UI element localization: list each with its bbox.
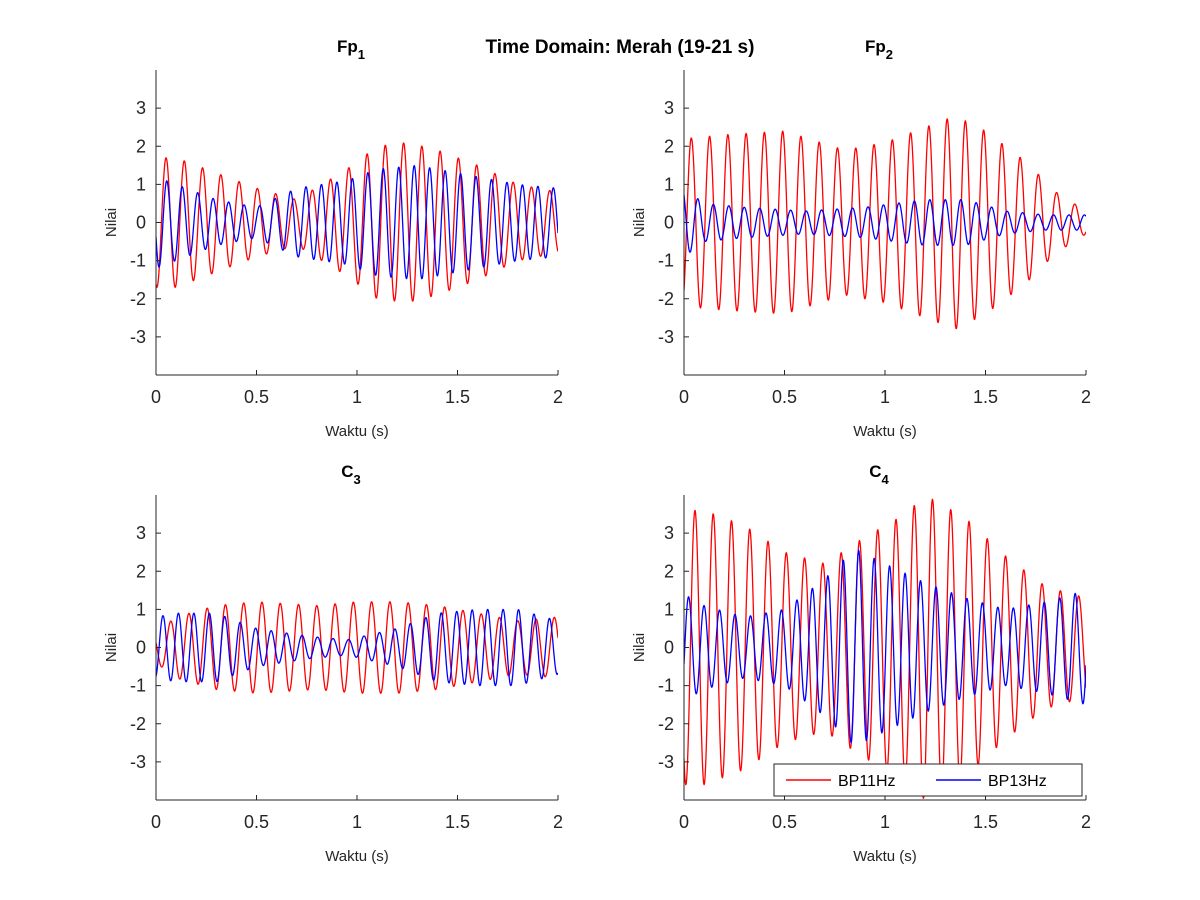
x-axis-label: Waktu (s) bbox=[325, 423, 389, 440]
x-tick-label: 2 bbox=[1081, 387, 1091, 407]
y-tick-label: -2 bbox=[658, 289, 674, 309]
x-tick-label: 1.5 bbox=[973, 812, 998, 832]
subplot-title: Fp2 bbox=[865, 37, 893, 62]
series-group bbox=[156, 601, 558, 694]
series-line-bp11hz bbox=[684, 498, 1086, 799]
y-tick-label: -2 bbox=[130, 289, 146, 309]
series-line-bp11hz bbox=[156, 142, 558, 302]
subplot-title: C4 bbox=[869, 462, 889, 487]
x-tick-label: 1 bbox=[880, 387, 890, 407]
y-tick-label: 1 bbox=[136, 174, 146, 194]
y-tick-label: 2 bbox=[136, 136, 146, 156]
y-axis-label: Nilai bbox=[631, 208, 648, 237]
x-tick-label: 0 bbox=[679, 812, 689, 832]
y-tick-label: 3 bbox=[664, 523, 674, 543]
x-tick-label: 1.5 bbox=[445, 812, 470, 832]
y-tick-label: -1 bbox=[658, 251, 674, 271]
y-tick-label: -3 bbox=[130, 327, 146, 347]
y-tick-label: -1 bbox=[658, 676, 674, 696]
x-tick-label: 0 bbox=[151, 812, 161, 832]
x-tick-label: 2 bbox=[553, 812, 563, 832]
legend-label-bp11hz: BP11Hz bbox=[838, 773, 896, 790]
y-tick-label: 1 bbox=[664, 174, 674, 194]
y-tick-label: 3 bbox=[664, 98, 674, 118]
y-tick-label: 0 bbox=[136, 213, 146, 233]
y-axis-label: Nilai bbox=[103, 633, 120, 662]
x-tick-label: 0.5 bbox=[244, 387, 269, 407]
x-tick-label: 1 bbox=[880, 812, 890, 832]
y-tick-label: 3 bbox=[136, 523, 146, 543]
y-axis-label: Nilai bbox=[103, 208, 120, 237]
series-line-bp13hz bbox=[156, 164, 558, 280]
x-tick-label: 1 bbox=[352, 812, 362, 832]
x-tick-label: 2 bbox=[553, 387, 563, 407]
y-tick-label: 0 bbox=[664, 213, 674, 233]
series-line-bp11hz bbox=[156, 601, 558, 694]
subplot-3: 0 0.5 1 1.5 2 -3 -2 -1 0 1 2 3 Waktu (s) Nilai C3 bbox=[103, 462, 563, 865]
y-tick-label: 2 bbox=[136, 561, 146, 581]
x-tick-label: 0 bbox=[151, 387, 161, 407]
y-tick-label: 0 bbox=[136, 638, 146, 658]
series-group bbox=[684, 498, 1086, 799]
y-tick-label: -1 bbox=[130, 251, 146, 271]
subplot-grid: 0 0.5 1 1.5 2 -3 -2 -1 0 1 2 3 Waktu (s) Nilai Fp1 0 0.5… bbox=[103, 37, 1091, 865]
y-tick-label: -3 bbox=[658, 327, 674, 347]
series-line-bp13hz bbox=[156, 608, 558, 687]
x-tick-label: 0.5 bbox=[772, 812, 797, 832]
x-tick-label: 1.5 bbox=[445, 387, 470, 407]
series-group bbox=[156, 142, 558, 302]
x-axis-label: Waktu (s) bbox=[853, 848, 917, 865]
subplot-2: 0 0.5 1 1.5 2 -3 -2 -1 0 1 2 3 Waktu (s) Nilai Fp2 bbox=[631, 37, 1091, 440]
y-tick-label: -3 bbox=[658, 752, 674, 772]
y-tick-label: 2 bbox=[664, 136, 674, 156]
x-tick-label: 1.5 bbox=[973, 387, 998, 407]
x-axis-label: Waktu (s) bbox=[325, 848, 389, 865]
x-tick-label: 1 bbox=[352, 387, 362, 407]
series-line-bp11hz bbox=[684, 118, 1086, 330]
x-tick-label: 2 bbox=[1081, 812, 1091, 832]
y-tick-label: 3 bbox=[136, 98, 146, 118]
legend: BP11Hz BP13Hz bbox=[773, 763, 1083, 797]
y-tick-label: -1 bbox=[130, 676, 146, 696]
y-tick-label: 0 bbox=[664, 638, 674, 658]
y-tick-label: 1 bbox=[136, 599, 146, 619]
y-tick-label: -3 bbox=[130, 752, 146, 772]
series-group bbox=[684, 118, 1086, 330]
x-tick-label: 0.5 bbox=[772, 387, 797, 407]
y-tick-label: -2 bbox=[130, 714, 146, 734]
x-tick-label: 0.5 bbox=[244, 812, 269, 832]
x-tick-label: 0 bbox=[679, 387, 689, 407]
subplot-4: 0 0.5 1 1.5 2 -3 -2 -1 0 1 2 3 Waktu (s) Nilai C4 bbox=[631, 462, 1091, 865]
y-tick-label: -2 bbox=[658, 714, 674, 734]
subplot-title: Fp1 bbox=[337, 37, 365, 62]
series-line-bp13hz bbox=[684, 194, 1086, 253]
legend-label-bp13hz: BP13Hz bbox=[988, 773, 1047, 790]
y-tick-label: 1 bbox=[664, 599, 674, 619]
subplot-title: C3 bbox=[341, 462, 361, 487]
x-axis-label: Waktu (s) bbox=[853, 423, 917, 440]
y-tick-label: 2 bbox=[664, 561, 674, 581]
y-axis-label: Nilai bbox=[631, 633, 648, 662]
figure-title: Time Domain: Merah (19-21 s) bbox=[486, 37, 755, 58]
series-line-bp13hz bbox=[684, 549, 1086, 744]
subplot-1: 0 0.5 1 1.5 2 -3 -2 -1 0 1 2 3 Waktu (s) Nilai Fp1 bbox=[103, 37, 563, 440]
